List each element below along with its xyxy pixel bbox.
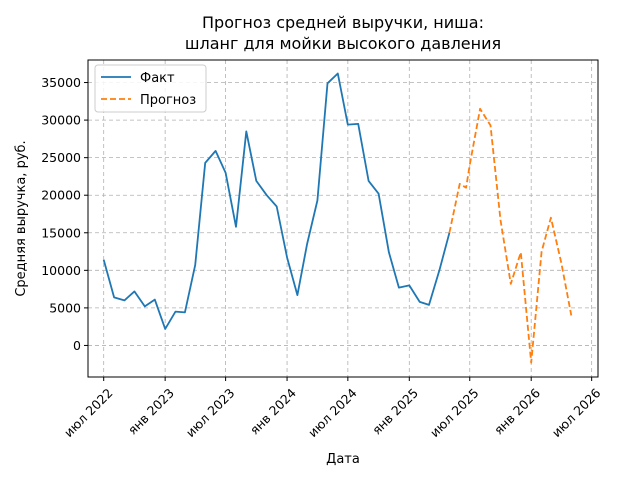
y-tick-label: 30000 <box>41 113 81 128</box>
x-tick-label: июл 2025 <box>427 385 482 440</box>
x-tick-label: июл 2022 <box>61 385 116 440</box>
y-tick-label: 5000 <box>49 300 81 315</box>
y-tick-label: 25000 <box>41 150 81 165</box>
chart-title-line-1: Прогноз средней выручки, ниша: <box>202 13 484 32</box>
legend-label-forecast: Прогноз <box>140 93 196 108</box>
y-tick-label: 0 <box>73 338 81 353</box>
x-tick-label: янв 2026 <box>491 385 543 437</box>
series <box>102 72 573 364</box>
x-tick-label: июл 2023 <box>183 385 238 440</box>
chart-title-line-2: шланг для мойки высокого давления <box>185 34 501 53</box>
y-axis-ticks: 0 5000 10000 15000 20000 25000 30000 35000 <box>41 75 88 353</box>
series-line-fact <box>102 72 451 330</box>
legend: Факт Прогноз <box>94 64 207 113</box>
y-axis-label: Средняя выручка, руб. <box>14 140 29 296</box>
series-line-forecast <box>448 107 573 364</box>
x-tick-label: янв 2024 <box>247 385 299 437</box>
x-tick-label: янв 2025 <box>369 385 421 437</box>
x-tick-label: июл 2024 <box>305 385 360 440</box>
y-tick-label: 20000 <box>41 188 81 203</box>
grid <box>88 60 598 377</box>
y-tick-label: 35000 <box>41 75 81 90</box>
plot-frame <box>87 59 599 378</box>
y-tick-label: 15000 <box>41 225 81 240</box>
x-axis-label: Дата <box>326 452 360 467</box>
y-tick-label: 10000 <box>41 263 81 278</box>
x-tick-label: июл 2026 <box>549 385 604 440</box>
title: Прогноз средней выручки, ниша: шланг для… <box>185 13 501 53</box>
legend-label-fact: Факт <box>140 71 175 86</box>
x-axis-ticks: июл 2022 янв 2023 июл 2023 янв 2024 июл 2024… <box>61 377 604 440</box>
x-tick-label: янв 2023 <box>125 385 177 437</box>
